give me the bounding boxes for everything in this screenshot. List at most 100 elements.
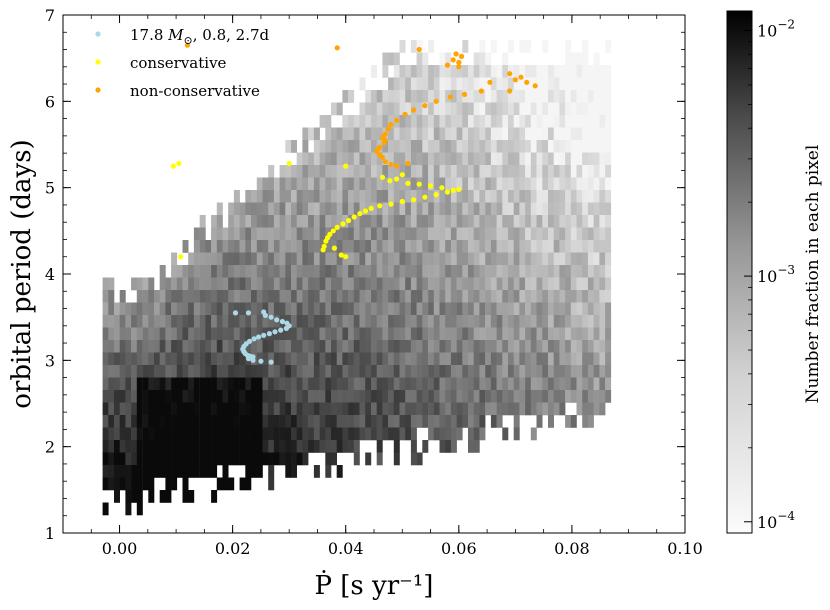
heatmap-cell [365,115,372,128]
heatmap-cell [433,77,440,91]
heatmap-cell [205,240,212,253]
heatmap-cell [205,402,212,416]
heatmap-cell [302,277,309,291]
heatmap-cell [136,502,143,516]
heatmap-cell [308,290,315,303]
heatmap-cell [108,415,115,428]
heatmap-cell [211,215,218,228]
heatmap-cell [450,252,457,266]
heatmap-cell [519,290,526,303]
heatmap-cell [479,252,486,266]
heatmap-cell [216,277,223,291]
heatmap-cell [393,277,400,291]
heatmap-cell [462,177,469,191]
heatmap-cell [410,90,417,103]
heatmap-cell [559,265,566,278]
heatmap-cell [245,402,252,416]
heatmap-cell [171,277,178,291]
heatmap-cell [239,402,246,416]
heatmap-cell [485,277,492,291]
heatmap-cell [279,202,286,216]
heatmap-cell [513,65,520,78]
heatmap-cell [142,377,149,391]
heatmap-cell [365,140,372,153]
heatmap-cell [433,140,440,153]
heatmap-cell [331,302,337,316]
heatmap-cell [256,452,263,466]
heatmap-cell [273,202,280,216]
heatmap-cell [456,102,463,116]
heatmap-cell [256,302,263,316]
heatmap-cell [245,465,252,478]
heatmap-cell [171,252,178,266]
heatmap-cell [490,77,497,91]
heatmap-cell [565,77,572,91]
heatmap-cell [348,327,355,341]
heatmap-cell [490,290,497,303]
heatmap-cell [450,427,457,441]
heatmap-cell [216,427,223,441]
heatmap-cell [530,290,537,303]
heatmap-cell [256,365,263,378]
heatmap-cell [199,415,206,428]
heatmap-cell [530,202,537,216]
heatmap-cell [502,290,509,303]
heatmap-cell [439,240,446,253]
heatmap-cell [211,340,218,353]
heatmap-cell [519,127,526,141]
heatmap-cell [222,415,229,428]
heatmap-cell [359,252,366,266]
heatmap-cell [548,102,554,116]
heatmap-cell [565,165,572,178]
heatmap-cell [599,240,606,253]
heatmap-cell [165,452,172,466]
heatmap-cell [519,165,526,178]
heatmap-cell [530,277,537,291]
heatmap-cell [513,302,520,316]
heatmap-cell [587,202,594,216]
heatmap-cell [525,227,532,241]
heatmap-cell [251,377,257,391]
heatmap-cell [605,65,612,78]
heatmap-cell [496,77,503,91]
heatmap-cell [353,265,360,278]
heatmap-cell [542,252,549,266]
heatmap-cell [548,415,554,428]
heatmap-cell [536,177,543,191]
heatmap-cell [485,65,492,78]
heatmap-cell [582,290,589,303]
heatmap-cell [114,365,120,378]
heatmap-cell [348,315,355,328]
heatmap-cell [433,152,440,166]
heatmap-cell [285,227,292,241]
data-point [184,42,190,48]
heatmap-cell [542,90,549,103]
heatmap-cell [302,290,309,303]
heatmap-cell [570,102,577,116]
heatmap-cell [142,390,149,403]
heatmap-cell [331,415,337,428]
heatmap-cell [142,440,149,453]
heatmap-cell [508,240,514,253]
heatmap-cell [154,340,160,353]
heatmap-cell [530,215,537,228]
heatmap-cell [416,77,423,91]
heatmap-cell [582,340,589,353]
heatmap-cell [233,215,240,228]
heatmap-cell [587,365,594,378]
heatmap-cell [502,265,509,278]
heatmap-cell [325,177,332,191]
heatmap-cell [371,302,377,316]
heatmap-cell [245,277,252,291]
heatmap-cell [479,377,486,391]
heatmap-cell [388,115,395,128]
heatmap-cell [273,290,280,303]
heatmap-cell [445,427,452,441]
heatmap-cell [159,290,166,303]
data-point [362,208,369,214]
heatmap-cell [216,477,223,491]
heatmap-cell [165,327,172,341]
heatmap-cell [102,352,109,366]
heatmap-cell [450,440,457,453]
heatmap-cell [125,340,132,353]
